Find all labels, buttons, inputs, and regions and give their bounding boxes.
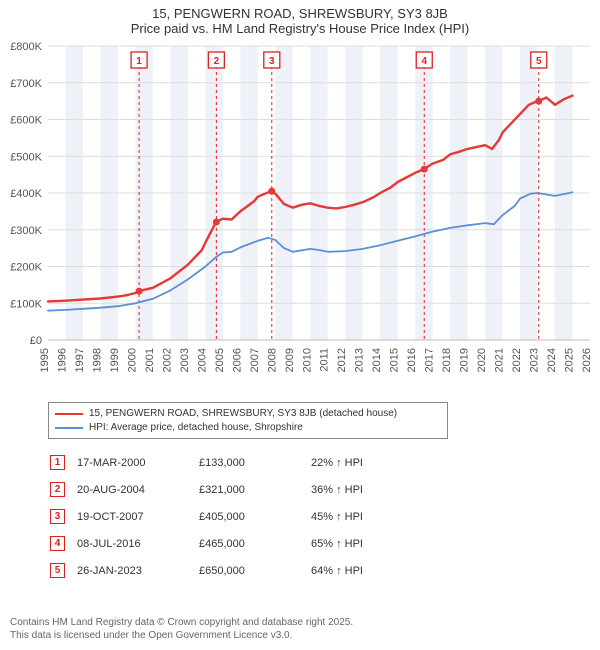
svg-text:2012: 2012 bbox=[336, 348, 348, 372]
sale-marker-icon: 3 bbox=[50, 509, 65, 524]
sales-table: 1 17-MAR-2000£133,00022% ↑ HPI 2 20-AUG-200… bbox=[48, 448, 375, 585]
legend-row-property: 15, PENGWERN ROAD, SHREWSBURY, SY3 8JB (… bbox=[55, 407, 441, 421]
svg-text:£800K: £800K bbox=[10, 41, 42, 53]
legend-label-property: 15, PENGWERN ROAD, SHREWSBURY, SY3 8JB (… bbox=[89, 407, 397, 421]
svg-text:2002: 2002 bbox=[161, 348, 173, 372]
sale-marker-cell: 1 bbox=[50, 450, 75, 475]
svg-text:2013: 2013 bbox=[354, 348, 366, 372]
title-line-2: Price paid vs. HM Land Registry's House … bbox=[10, 21, 590, 36]
sale-marker-cell: 4 bbox=[50, 531, 75, 556]
sale-marker-icon: 4 bbox=[50, 536, 65, 551]
svg-text:2014: 2014 bbox=[371, 348, 383, 372]
footer-line-1: Contains HM Land Registry data © Crown c… bbox=[10, 616, 353, 629]
sale-delta: 65% ↑ HPI bbox=[311, 531, 373, 556]
svg-text:3: 3 bbox=[269, 56, 275, 67]
svg-text:2026: 2026 bbox=[581, 348, 593, 372]
svg-text:1995: 1995 bbox=[39, 348, 51, 372]
legend-swatch-property bbox=[55, 413, 83, 415]
sale-row: 2 20-AUG-2004£321,00036% ↑ HPI bbox=[50, 477, 373, 502]
svg-text:2005: 2005 bbox=[214, 348, 226, 372]
chart-svg: £0 £100K £200K £300K £400K £500K £600K £700K £80… bbox=[0, 40, 600, 400]
title-line-1: 15, PENGWERN ROAD, SHREWSBURY, SY3 8JB bbox=[10, 6, 590, 21]
svg-text:£100K: £100K bbox=[10, 298, 42, 310]
svg-text:2004: 2004 bbox=[196, 348, 208, 372]
svg-text:2006: 2006 bbox=[231, 348, 243, 372]
svg-text:1996: 1996 bbox=[56, 348, 68, 372]
svg-text:£700K: £700K bbox=[10, 78, 42, 90]
svg-text:1: 1 bbox=[136, 56, 142, 67]
sale-date: 08-JUL-2016 bbox=[77, 531, 197, 556]
svg-text:2022: 2022 bbox=[511, 348, 523, 372]
legend-row-hpi: HPI: Average price, detached house, Shro… bbox=[55, 421, 441, 435]
svg-text:2018: 2018 bbox=[441, 348, 453, 372]
sale-date: 19-OCT-2007 bbox=[77, 504, 197, 529]
svg-text:2009: 2009 bbox=[284, 348, 296, 372]
svg-text:1999: 1999 bbox=[109, 348, 121, 372]
footer-attribution: Contains HM Land Registry data © Crown c… bbox=[10, 616, 353, 642]
svg-text:1998: 1998 bbox=[91, 348, 103, 372]
sale-delta: 22% ↑ HPI bbox=[311, 450, 373, 475]
svg-text:£200K: £200K bbox=[10, 262, 42, 274]
chart-area: £0 £100K £200K £300K £400K £500K £600K £700K £80… bbox=[0, 40, 600, 400]
svg-text:2016: 2016 bbox=[406, 348, 418, 372]
sale-marker-icon: 5 bbox=[50, 563, 65, 578]
sale-price: £650,000 bbox=[199, 558, 309, 583]
svg-text:2024: 2024 bbox=[546, 348, 558, 372]
sale-marker-cell: 5 bbox=[50, 558, 75, 583]
svg-text:£300K: £300K bbox=[10, 225, 42, 237]
svg-text:£0: £0 bbox=[30, 335, 42, 347]
chart-title-block: 15, PENGWERN ROAD, SHREWSBURY, SY3 8JB P… bbox=[0, 0, 600, 40]
sale-date: 20-AUG-2004 bbox=[77, 477, 197, 502]
sale-price: £321,000 bbox=[199, 477, 309, 502]
sale-marker-icon: 2 bbox=[50, 482, 65, 497]
svg-text:£500K: £500K bbox=[10, 151, 42, 163]
sale-row: 4 08-JUL-2016£465,00065% ↑ HPI bbox=[50, 531, 373, 556]
svg-text:2025: 2025 bbox=[564, 348, 576, 372]
svg-text:2023: 2023 bbox=[529, 348, 541, 372]
svg-text:2003: 2003 bbox=[179, 348, 191, 372]
sale-marker-icon: 1 bbox=[50, 455, 65, 470]
svg-text:1997: 1997 bbox=[74, 348, 86, 372]
legend: 15, PENGWERN ROAD, SHREWSBURY, SY3 8JB (… bbox=[48, 402, 448, 439]
sale-row: 3 19-OCT-2007£405,00045% ↑ HPI bbox=[50, 504, 373, 529]
footer-line-2: This data is licensed under the Open Gov… bbox=[10, 629, 353, 642]
svg-text:2015: 2015 bbox=[389, 348, 401, 372]
sale-price: £133,000 bbox=[199, 450, 309, 475]
legend-swatch-hpi bbox=[55, 427, 83, 429]
sale-row: 1 17-MAR-2000£133,00022% ↑ HPI bbox=[50, 450, 373, 475]
svg-text:2011: 2011 bbox=[319, 348, 331, 372]
sale-date: 17-MAR-2000 bbox=[77, 450, 197, 475]
svg-text:2019: 2019 bbox=[459, 348, 471, 372]
svg-text:2007: 2007 bbox=[249, 348, 261, 372]
sale-price: £465,000 bbox=[199, 531, 309, 556]
sale-row: 5 26-JAN-2023£650,00064% ↑ HPI bbox=[50, 558, 373, 583]
svg-text:2020: 2020 bbox=[476, 348, 488, 372]
sale-price: £405,000 bbox=[199, 504, 309, 529]
sale-marker-cell: 3 bbox=[50, 504, 75, 529]
sale-date: 26-JAN-2023 bbox=[77, 558, 197, 583]
svg-text:£600K: £600K bbox=[10, 115, 42, 127]
svg-text:2001: 2001 bbox=[144, 348, 156, 372]
svg-text:2021: 2021 bbox=[494, 348, 506, 372]
svg-text:5: 5 bbox=[536, 56, 542, 67]
sale-delta: 45% ↑ HPI bbox=[311, 504, 373, 529]
legend-label-hpi: HPI: Average price, detached house, Shro… bbox=[89, 421, 303, 435]
svg-text:2000: 2000 bbox=[126, 348, 138, 372]
svg-text:2010: 2010 bbox=[301, 348, 313, 372]
sale-delta: 36% ↑ HPI bbox=[311, 477, 373, 502]
sale-marker-cell: 2 bbox=[50, 477, 75, 502]
svg-text:£400K: £400K bbox=[10, 188, 42, 200]
svg-text:2017: 2017 bbox=[424, 348, 436, 372]
svg-text:2: 2 bbox=[214, 56, 220, 67]
svg-text:2008: 2008 bbox=[266, 348, 278, 372]
sale-delta: 64% ↑ HPI bbox=[311, 558, 373, 583]
svg-text:4: 4 bbox=[421, 56, 427, 67]
